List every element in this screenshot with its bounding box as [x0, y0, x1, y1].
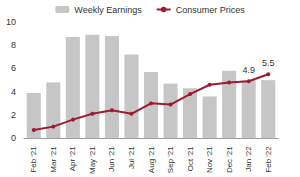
svg-text:Apr '21: Apr '21 [68, 146, 77, 172]
svg-text:Nov '21: Nov '21 [205, 146, 214, 173]
svg-text:0: 0 [11, 133, 16, 143]
svg-text:Oct '21: Oct '21 [186, 146, 195, 172]
svg-text:Sep '21: Sep '21 [166, 146, 175, 173]
svg-text:Jun '21: Jun '21 [107, 146, 116, 172]
svg-text:Mar '21: Mar '21 [49, 146, 58, 173]
svg-text:Dec '21: Dec '21 [225, 146, 234, 173]
svg-text:5.5: 5.5 [262, 58, 275, 68]
svg-text:Feb '22: Feb '22 [264, 146, 273, 173]
svg-text:May '21: May '21 [88, 146, 97, 174]
svg-text:8: 8 [11, 40, 16, 50]
svg-text:6: 6 [11, 63, 16, 73]
svg-text:10: 10 [6, 17, 16, 27]
svg-text:Aug '21: Aug '21 [147, 146, 156, 173]
svg-text:2: 2 [11, 110, 16, 120]
svg-text:Consumer Prices: Consumer Prices [176, 5, 246, 15]
svg-text:Jan '22: Jan '22 [244, 146, 253, 172]
svg-text:Weekly Earnings: Weekly Earnings [74, 5, 142, 15]
svg-text:4: 4 [11, 87, 16, 97]
svg-text:Feb '21: Feb '21 [29, 146, 38, 173]
svg-text:4.9: 4.9 [242, 65, 255, 75]
svg-text:Jul '21: Jul '21 [127, 146, 136, 169]
